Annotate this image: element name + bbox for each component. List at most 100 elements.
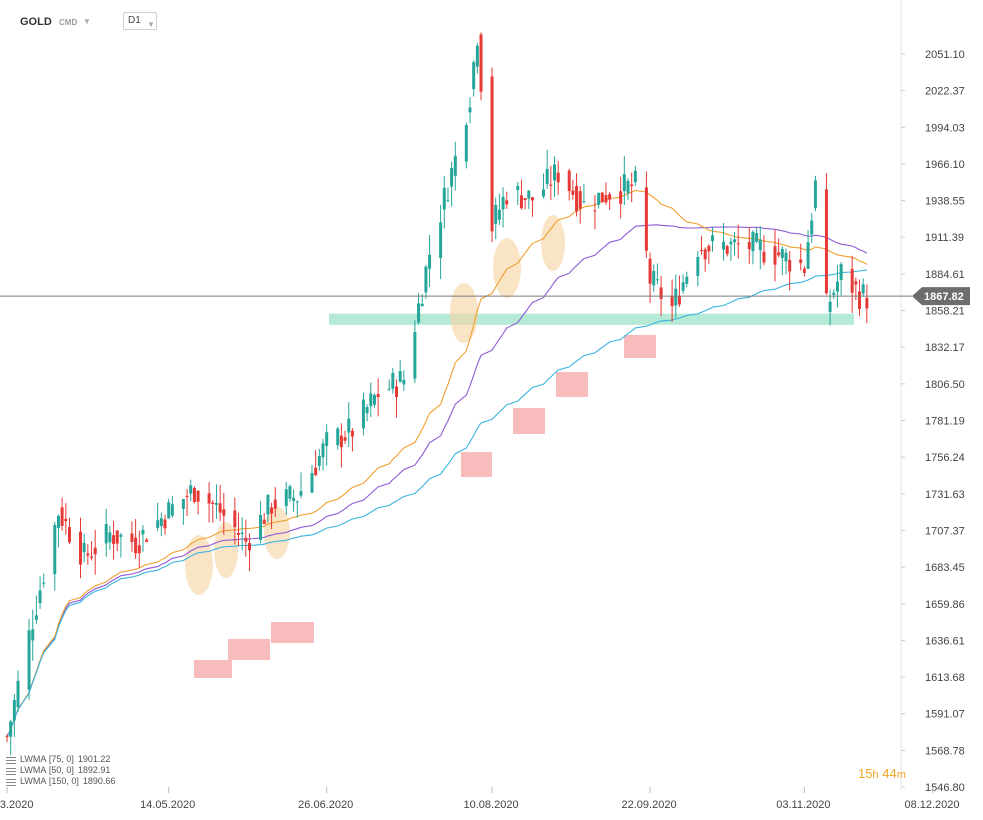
legend-row[interactable]: LWMA [150, 0] 1890.66 <box>6 776 115 787</box>
highlight-ellipse <box>541 215 565 271</box>
symbol-label[interactable]: GOLD <box>20 16 52 28</box>
candle-body <box>733 239 737 243</box>
candle-body <box>633 170 637 183</box>
x-tick-label: 08.12.2020 <box>904 799 959 811</box>
candle-body <box>655 279 659 281</box>
candle-body <box>659 287 663 299</box>
timeframe-select[interactable]: D1 ▼ <box>123 12 157 30</box>
timer-minutes: 44 <box>882 766 897 781</box>
candle-body <box>93 547 97 555</box>
y-tick-label: 1994.03 <box>925 122 965 134</box>
y-tick-label: 1613.68 <box>925 672 965 684</box>
candle-body <box>578 191 582 209</box>
lines-icon <box>6 767 16 775</box>
candle-body <box>736 243 740 245</box>
red-zone <box>624 335 656 358</box>
candle-body <box>343 437 347 441</box>
y-tick-label: 1731.63 <box>925 489 965 501</box>
x-tick-label: 31.03.2020 <box>0 799 34 811</box>
legend-value: 1892.91 <box>77 765 111 775</box>
candle-body <box>310 473 314 493</box>
candle-body <box>361 399 365 429</box>
x-tick-label: 14.05.2020 <box>140 799 195 811</box>
candle-body <box>336 428 340 446</box>
current-price-label: 1867.82 <box>924 291 964 303</box>
candle-body <box>317 455 321 466</box>
candle-body <box>240 532 244 535</box>
candle-body <box>391 372 395 389</box>
candle-body <box>490 76 494 232</box>
legend-params: [75, 0] <box>48 754 74 764</box>
candle-body <box>288 486 292 499</box>
candle-body <box>428 254 432 269</box>
candle-body <box>861 284 865 294</box>
candle-body <box>417 303 421 323</box>
candle-body <box>696 256 700 276</box>
candle-body <box>9 721 13 737</box>
chevron-down-icon: ▼ <box>147 20 155 29</box>
candle-body <box>376 393 380 398</box>
candle-body <box>214 503 218 505</box>
candle-body <box>196 490 200 502</box>
candle-body <box>104 524 108 544</box>
candle-body <box>424 266 428 293</box>
x-tick-label: 10.08.2020 <box>464 799 519 811</box>
candle-body <box>137 545 141 554</box>
candle-body <box>700 250 703 252</box>
candle-body <box>788 259 792 272</box>
y-tick-label: 2051.10 <box>925 49 965 61</box>
candle-body <box>60 507 64 526</box>
legend-row[interactable]: LWMA [75, 0] 1901.22 <box>6 754 115 765</box>
red-zone <box>228 639 270 660</box>
red-zone <box>513 408 545 434</box>
candle-body <box>773 246 777 265</box>
candle-body <box>567 170 571 192</box>
candle-body <box>755 233 759 242</box>
candle-body <box>523 198 527 200</box>
chevron-down-icon[interactable]: ▼ <box>83 17 91 26</box>
y-tick-label: 1756.24 <box>925 452 965 464</box>
candle-body <box>314 467 318 476</box>
candle-body <box>266 494 270 515</box>
y-tick-label: 1707.37 <box>925 525 965 537</box>
timer-hours: 15 <box>858 766 873 781</box>
legend-row[interactable]: LWMA [50, 0] 1892.91 <box>6 765 115 776</box>
red-zone <box>194 660 232 678</box>
candle-body <box>248 543 252 551</box>
candle-body <box>571 190 575 195</box>
candle-body <box>115 530 119 544</box>
candle-body <box>652 270 656 286</box>
candle-body <box>233 510 237 528</box>
x-tick-label: 03.11.2020 <box>776 799 830 811</box>
candle-body <box>365 406 369 414</box>
candle-body <box>670 296 674 307</box>
candle-body <box>824 189 828 294</box>
lwma-150-line <box>6 269 867 738</box>
candle-body <box>325 432 329 447</box>
candle-body <box>16 680 20 708</box>
candle-body <box>494 204 498 224</box>
candle-body <box>604 195 608 203</box>
candle-body <box>207 493 211 504</box>
current-price-tag <box>912 287 970 306</box>
candle-body <box>703 249 707 260</box>
candle-body <box>858 291 862 309</box>
y-tick-label: 1659.86 <box>925 599 965 611</box>
candle-body <box>802 268 806 273</box>
highlight-ellipse <box>264 507 290 559</box>
x-tick-label: 22.09.2020 <box>622 799 677 811</box>
candle-body <box>53 524 57 575</box>
y-tick-label: 1546.80 <box>925 782 965 794</box>
candle-body <box>270 507 274 514</box>
candle-body <box>681 282 685 291</box>
legend-name: LWMA <box>20 765 47 775</box>
candle-body <box>453 155 457 176</box>
candle-body <box>167 502 171 519</box>
red-zone <box>461 452 492 477</box>
candle-body <box>211 502 215 504</box>
candle-body <box>777 252 781 256</box>
candle-body <box>192 487 196 502</box>
y-tick-label: 1683.45 <box>925 562 965 574</box>
candle-body <box>119 534 123 537</box>
